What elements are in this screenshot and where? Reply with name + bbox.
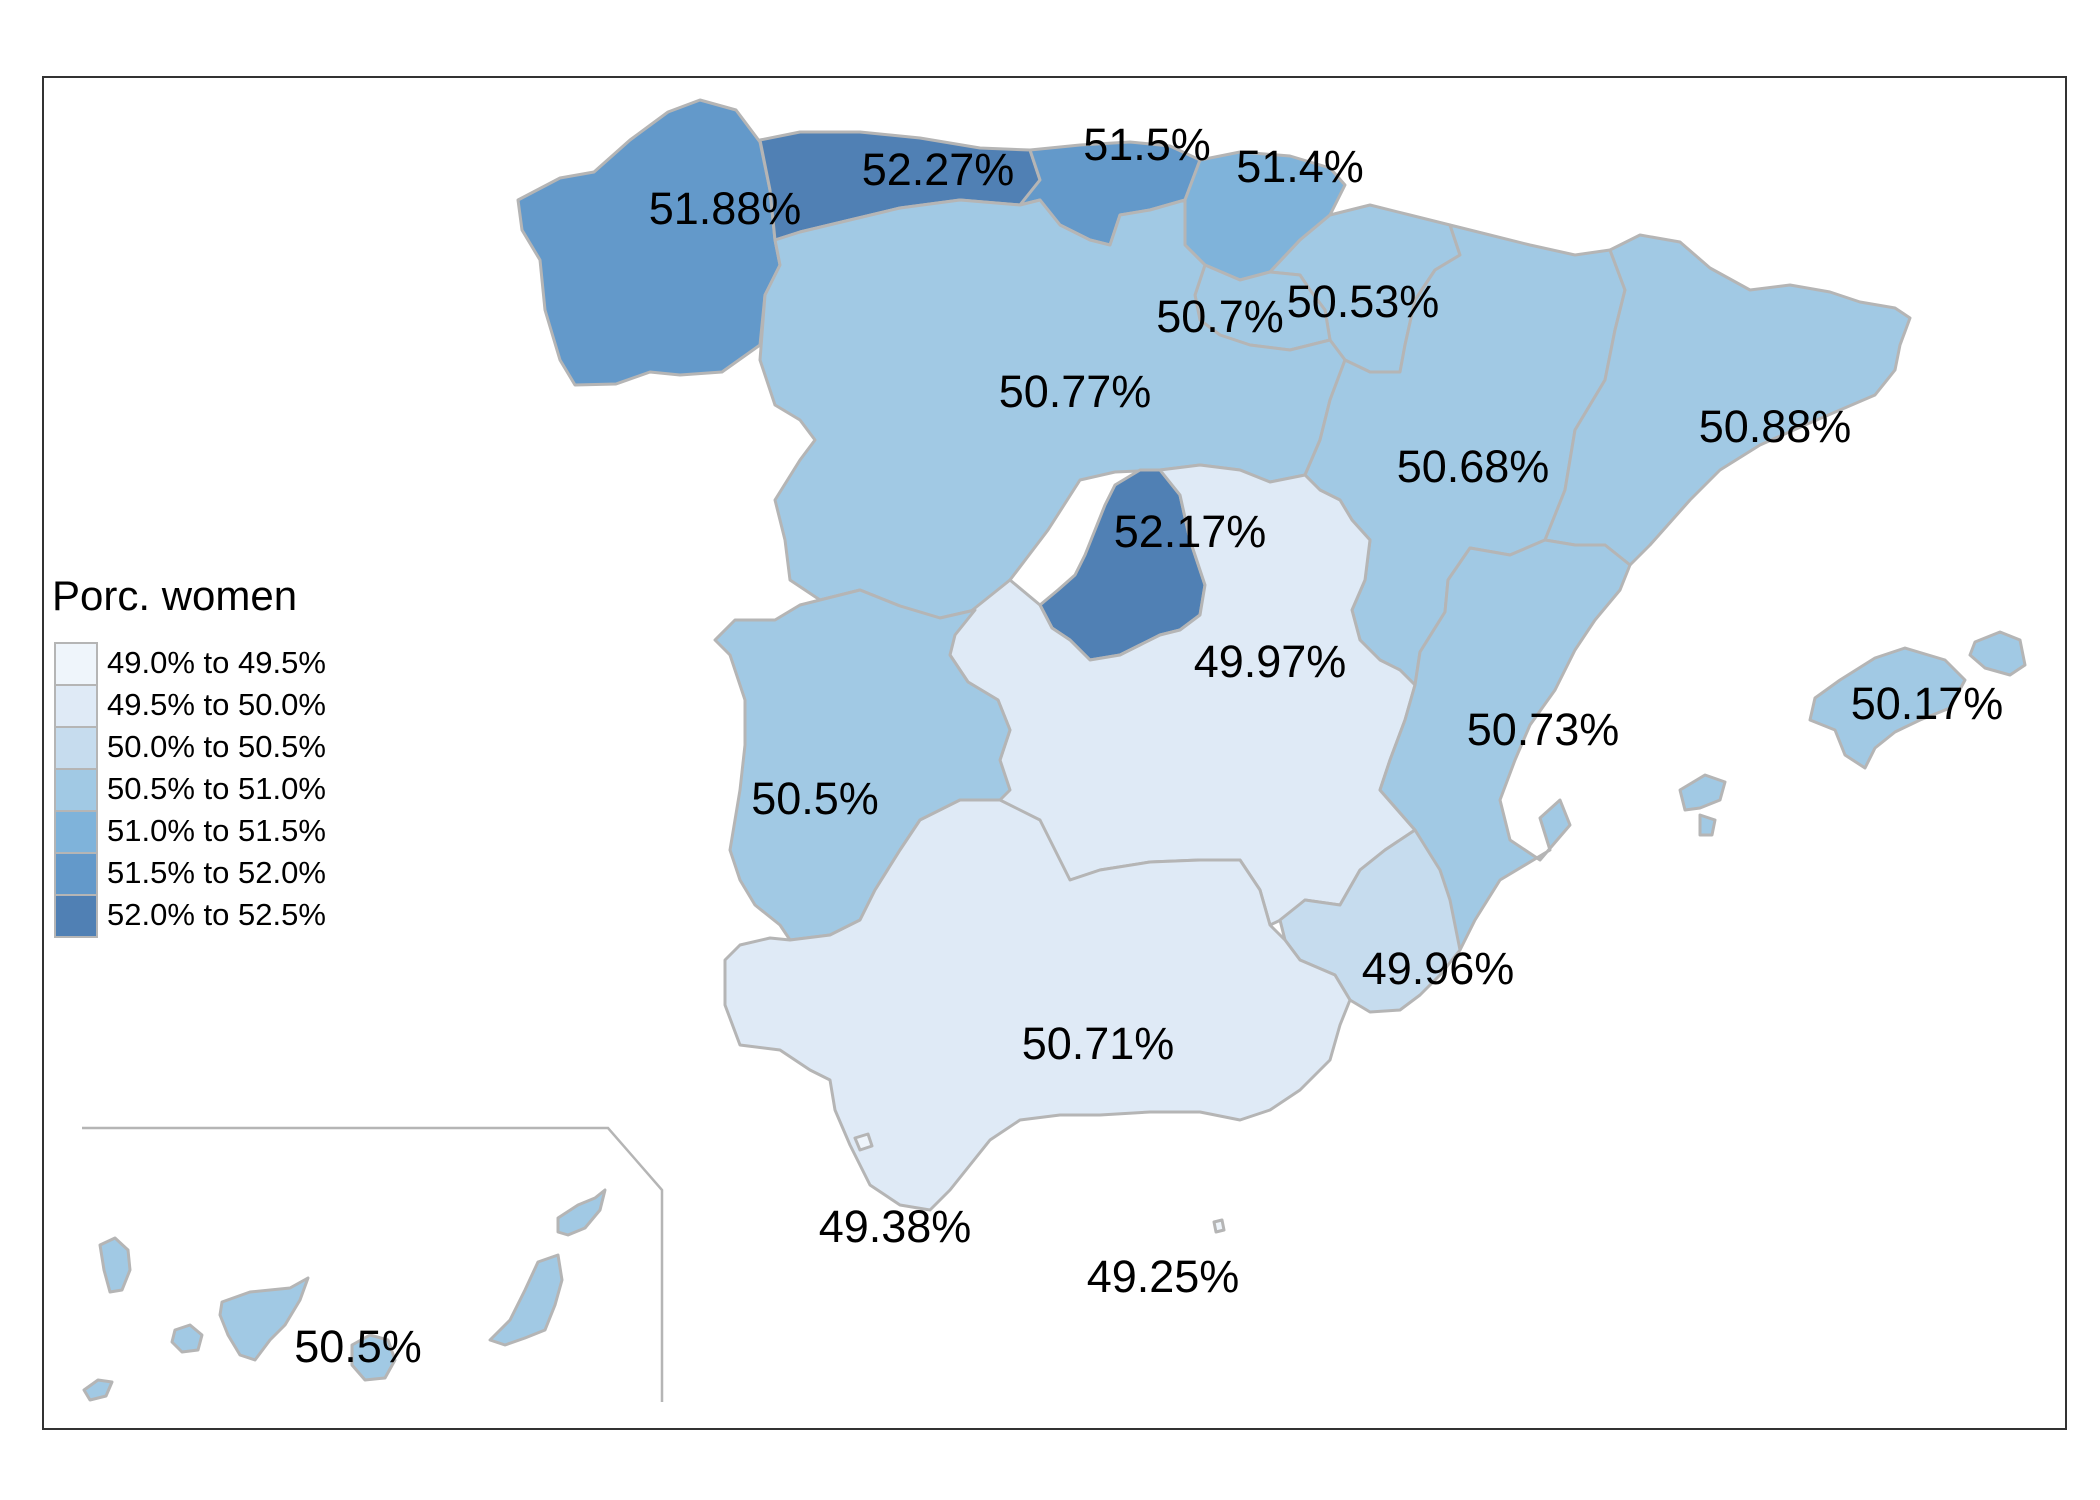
legend-label: 49.5% to 50.0% — [107, 687, 326, 722]
region-andalucia[interactable] — [723, 798, 1352, 1212]
legend-label: 50.5% to 51.0% — [107, 771, 326, 806]
value-label: 50.5% — [294, 1321, 422, 1372]
legend-label: 50.0% to 50.5% — [107, 729, 326, 764]
value-label: 50.71% — [1022, 1018, 1175, 1069]
value-label: 50.17% — [1851, 678, 2004, 729]
legend-swatch — [54, 726, 98, 770]
value-label: 52.27% — [862, 144, 1015, 195]
value-label: 51.5% — [1083, 119, 1211, 170]
value-label: 52.17% — [1114, 506, 1267, 557]
legend-title: Porc. women — [52, 572, 297, 619]
value-label: 51.88% — [649, 183, 802, 234]
value-label: 49.25% — [1087, 1251, 1240, 1302]
value-label: 51.4% — [1236, 141, 1364, 192]
legend: Porc. women 49.0% to 49.5% 49.5% to 50.0%… — [52, 572, 326, 938]
region-illes-balears[interactable] — [1678, 630, 2027, 837]
value-label: 50.77% — [999, 366, 1152, 417]
legend-swatch — [54, 642, 98, 686]
value-label: 49.96% — [1362, 943, 1515, 994]
legend-label: 51.5% to 52.0% — [107, 855, 326, 890]
region-canarias[interactable] — [82, 1188, 607, 1402]
value-label: 50.7% — [1156, 291, 1284, 342]
value-label: 49.38% — [819, 1201, 972, 1252]
legend-swatch — [54, 684, 98, 728]
map-frame — [42, 76, 2067, 1430]
value-label: 50.68% — [1397, 441, 1550, 492]
value-label: 50.53% — [1287, 276, 1440, 327]
region-comunidad-valenciana[interactable] — [1378, 538, 1632, 952]
legend-swatch — [54, 852, 98, 896]
legend-label: 49.0% to 49.5% — [107, 645, 326, 680]
value-label: 50.5% — [751, 773, 879, 824]
value-labels: 51.88% 52.27% 51.5% 51.4% 50.53%50.7%50.77% 5… — [294, 119, 2003, 1372]
region-ceuta[interactable] — [853, 1132, 874, 1152]
legend-swatch — [54, 894, 98, 938]
regions — [82, 98, 2027, 1402]
legend-label: 51.0% to 51.5% — [107, 813, 326, 848]
value-label: 49.97% — [1194, 636, 1347, 687]
value-label: 50.73% — [1467, 704, 1620, 755]
region-galicia[interactable] — [516, 98, 782, 387]
region-cataluna[interactable] — [1543, 233, 1912, 567]
canary-inset-frame — [82, 1126, 664, 1402]
value-label: 50.88% — [1699, 401, 1852, 452]
legend-swatch — [54, 768, 98, 812]
legend-swatch — [54, 810, 98, 854]
legend-label: 52.0% to 52.5% — [107, 897, 326, 932]
region-melilla[interactable] — [1212, 1218, 1226, 1234]
